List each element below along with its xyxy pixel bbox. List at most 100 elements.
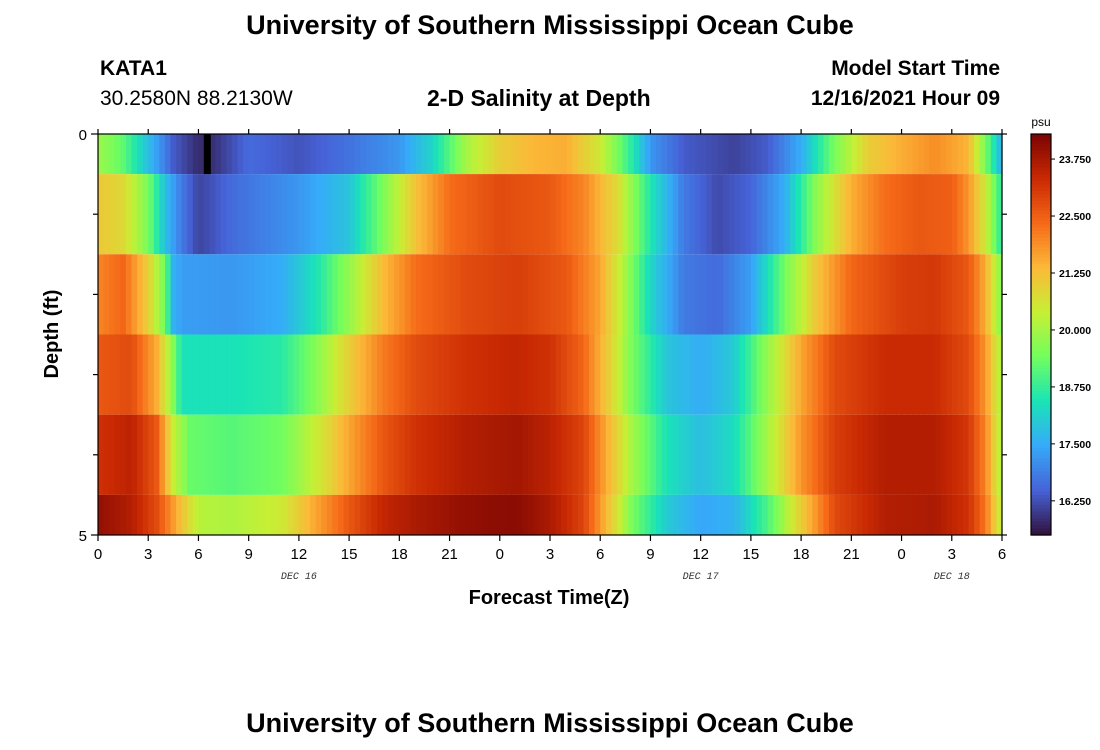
heatmap-cell <box>817 174 825 255</box>
colorbar-swatch <box>1031 180 1051 185</box>
heatmap-cell <box>522 254 529 335</box>
heatmap-cell <box>656 174 663 255</box>
heatmap-cell <box>628 134 635 175</box>
heatmap-cell <box>957 494 964 535</box>
colorbar-swatch <box>1031 508 1051 513</box>
heatmap-cell <box>109 414 116 495</box>
heatmap-cell <box>951 414 958 495</box>
heatmap-cell <box>561 134 568 175</box>
heatmap-cell <box>432 254 439 335</box>
colorbar-swatch <box>1031 321 1051 326</box>
heatmap-cell <box>505 494 512 535</box>
colorbar-unit: psu <box>1031 115 1050 129</box>
colorbar-swatch <box>1031 311 1051 316</box>
heatmap-cell <box>98 174 105 255</box>
colorbar-swatch <box>1031 271 1051 275</box>
heatmap-cell <box>762 254 769 335</box>
heatmap-cell <box>209 134 216 175</box>
heatmap-cell <box>103 174 110 255</box>
heatmap-cell <box>220 494 227 535</box>
heatmap-cell <box>683 494 691 535</box>
heatmap-cell <box>812 174 819 255</box>
heatmap-cell <box>287 334 294 415</box>
heatmap-cell <box>332 254 339 335</box>
heatmap-cell <box>103 334 110 415</box>
heatmap-cell <box>868 334 875 415</box>
heatmap-cell <box>890 414 897 495</box>
y-tick-label: 0 <box>79 127 87 144</box>
heatmap-cell <box>979 134 986 175</box>
heatmap-cell <box>388 334 395 415</box>
heatmap-cell <box>471 134 479 175</box>
heatmap-cell <box>583 414 590 495</box>
heatmap-cell <box>460 494 467 535</box>
heatmap-cell <box>187 494 194 535</box>
heatmap-cell <box>499 174 506 255</box>
heatmap-cell <box>739 134 746 175</box>
heatmap-cell <box>522 174 529 255</box>
heatmap-cell <box>477 134 484 175</box>
x-tick-label: 0 <box>897 546 905 563</box>
heatmap-cell <box>923 334 931 415</box>
colorbar-swatch <box>1031 204 1051 209</box>
heatmap-cell <box>220 254 227 335</box>
heatmap-cell <box>215 334 222 415</box>
heatmap-cell <box>449 134 456 175</box>
heatmap-cell <box>198 494 205 535</box>
colorbar-swatch <box>1031 150 1051 155</box>
heatmap-cell <box>443 494 451 535</box>
heatmap-cell <box>421 174 428 255</box>
heatmap-cell <box>427 254 434 335</box>
heatmap-cell <box>862 414 869 495</box>
heatmap-cell <box>823 134 830 175</box>
heatmap-cell <box>98 414 105 495</box>
heatmap-cell <box>270 254 278 335</box>
heatmap-cell <box>722 254 730 335</box>
heatmap-cell <box>600 414 607 495</box>
heatmap-cell <box>572 494 579 535</box>
heatmap-cell <box>393 494 400 535</box>
heatmap-cell <box>550 494 557 535</box>
heatmap-cell <box>388 494 395 535</box>
colorbar-swatch <box>1031 281 1051 285</box>
heatmap-cell <box>371 174 378 255</box>
heatmap-cell <box>990 334 998 415</box>
heatmap-cell <box>622 254 629 335</box>
colorbar-tick-label: 17.500 <box>1059 439 1091 451</box>
heatmap-cell <box>979 174 986 255</box>
x-tick-label: 21 <box>441 546 458 563</box>
heatmap-cell <box>209 494 216 535</box>
heatmap-cell <box>784 254 791 335</box>
heatmap-cell <box>918 134 925 175</box>
heatmap-cell <box>817 254 825 335</box>
colorbar-swatch <box>1031 418 1051 422</box>
heatmap-cell <box>109 334 116 415</box>
heatmap-cell <box>890 134 897 175</box>
colorbar-swatch <box>1031 217 1051 222</box>
heatmap-cell <box>170 414 177 495</box>
heatmap-cell <box>678 334 685 415</box>
heatmap-cell <box>907 254 914 335</box>
heatmap-cell <box>455 134 462 175</box>
x-tick-label: 3 <box>144 546 152 563</box>
colorbar-swatch <box>1031 494 1051 499</box>
heatmap-cell <box>683 254 691 335</box>
heatmap-cell <box>466 134 473 175</box>
heatmap-cell <box>365 334 373 415</box>
heatmap-cell <box>354 494 361 535</box>
colorbar-swatch <box>1031 377 1051 382</box>
heatmap-cell <box>555 134 562 175</box>
heatmap-cell <box>918 174 925 255</box>
heatmap-cell <box>443 414 451 495</box>
heatmap-cell <box>237 414 244 495</box>
heatmap-cell <box>912 494 919 535</box>
heatmap-cell <box>192 134 200 175</box>
colorbar-swatch <box>1031 404 1051 409</box>
heatmap-cell <box>382 174 389 255</box>
heatmap-cell <box>259 494 267 535</box>
heatmap-cell <box>985 334 992 415</box>
heatmap-cell <box>365 254 373 335</box>
heatmap-cell <box>806 174 813 255</box>
model-start-time: 12/16/2021 Hour 09 <box>810 87 1000 110</box>
heatmap-cell <box>722 334 730 415</box>
